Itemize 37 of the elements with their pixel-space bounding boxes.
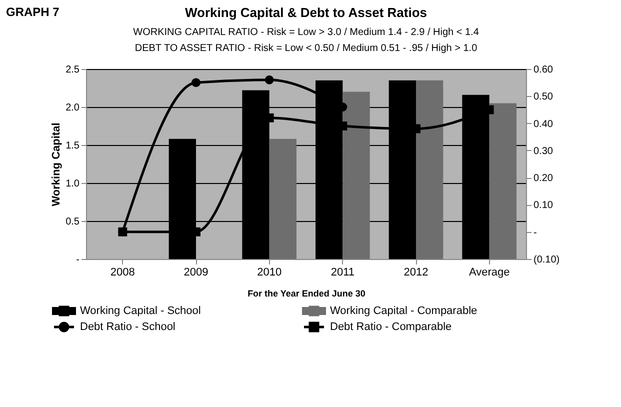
y-tick-label: 2.5: [66, 64, 80, 76]
y2-tick-label: 0.60: [534, 64, 554, 76]
point: [264, 75, 274, 84]
legend-label: Working Capital - Comparable: [330, 305, 478, 317]
point: [118, 227, 128, 236]
y2-tick-label: 0.20: [534, 173, 554, 184]
bar: [416, 80, 444, 259]
y-tick-label: 1.5: [66, 140, 80, 152]
y2-tick-label: (0.10): [534, 254, 560, 266]
y2-tick-label: -: [534, 227, 537, 238]
y2-tick-label: 0.50: [534, 92, 554, 103]
y2-tick-label: 0.10: [534, 200, 554, 212]
text: WORKING CAPITAL RATIO - Risk = Low > 3.0 / Medium 1.4 - 2.9 / High < 1.4: [133, 27, 479, 38]
x-tick-label: 2009: [184, 266, 208, 278]
caption: GRAPH 7: [6, 5, 60, 19]
y-tick-label: 1.0: [66, 178, 80, 190]
y-axis-title: Working Capital: [50, 122, 63, 206]
y-tick-label: -: [76, 254, 80, 266]
bar: [269, 138, 296, 259]
x-axis-title: For the Year Ended June 30: [248, 288, 366, 298]
legend-label: Debt Ratio - School: [80, 321, 176, 333]
x-tick-label: Average: [468, 266, 510, 278]
legend-label: Debt Ratio - Comparable: [330, 321, 452, 333]
chart-title: Working Capital & Debt to Asset Ratios: [185, 5, 427, 20]
y-tick-label: 0.5: [66, 216, 80, 228]
y-tick-label: 2.0: [66, 102, 80, 114]
x-tick-label: 2008: [110, 266, 135, 278]
legend-label: Working Capital - School: [80, 305, 201, 317]
x-tick-label: 2011: [330, 266, 354, 278]
point: [192, 78, 200, 88]
x-tick-label: 2010: [257, 266, 282, 278]
x-tick-label: 2012: [404, 266, 428, 278]
y2-tick-label: 0.40: [534, 118, 554, 130]
bar: [342, 92, 370, 259]
bar: [489, 103, 516, 259]
text: DEBT TO ASSET RATIO - Risk = Low < 0.50 / Medium 0.51 - .95 / High > 1.0: [134, 43, 478, 54]
y2-tick-label: 0.30: [534, 146, 554, 157]
